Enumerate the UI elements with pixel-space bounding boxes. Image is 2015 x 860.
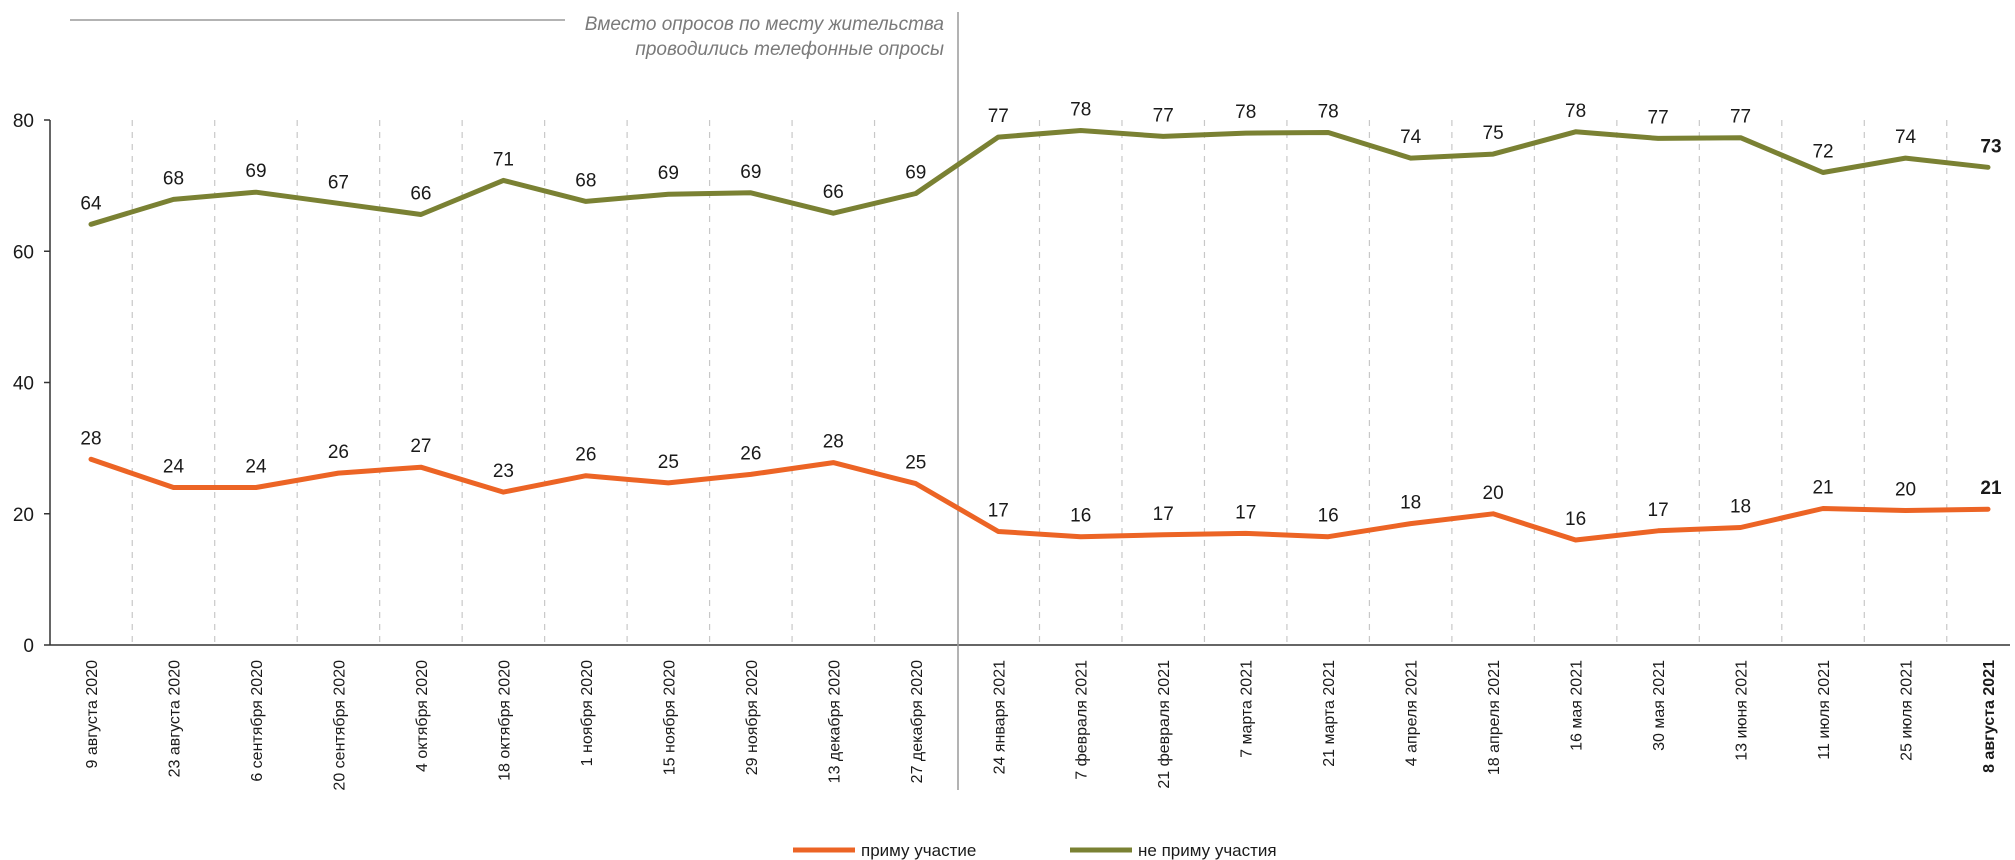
legend: приму участие не приму участия (793, 841, 1277, 860)
legend-label-series-1: приму участие (861, 841, 976, 860)
x-tick-labels: 9 августа 2020 23 августа 2020 6 сентября … (84, 660, 1998, 791)
x-tick-label: 13 декабря 2020 (826, 660, 843, 783)
data-label: 17 (988, 500, 1009, 521)
data-label: 25 (658, 452, 679, 473)
data-label: 69 (658, 163, 679, 184)
axis-layer (49, 120, 2010, 646)
data-label: 20 (1895, 479, 1916, 500)
data-label: 18 (1730, 497, 1751, 518)
data-label: 75 (1483, 123, 1504, 144)
series-layer (88, 128, 1991, 543)
data-label: 77 (1648, 107, 1669, 128)
x-tick-label: 7 февраля 2021 (1074, 660, 1091, 780)
annotation: Вместо опросов по месту жительства прово… (70, 12, 959, 790)
x-tick-label: 7 марта 2021 (1239, 660, 1256, 758)
grid-layer (131, 120, 1948, 645)
data-label: 18 (1400, 493, 1421, 514)
series-line-2 (88, 128, 1991, 227)
data-label: 69 (245, 161, 266, 182)
data-label: 26 (740, 443, 761, 464)
data-label: 16 (1070, 506, 1091, 527)
data-label: 68 (163, 168, 184, 189)
x-tick-label: 23 августа 2020 (166, 660, 183, 777)
data-label: 21 (1980, 478, 2002, 499)
data-label: 23 (493, 461, 514, 482)
data-label: 27 (410, 436, 431, 457)
y-tick-label: 0 (23, 636, 34, 657)
data-label: 24 (245, 457, 267, 478)
y-tick-label: 80 (13, 111, 34, 132)
x-tick-label: 9 августа 2020 (84, 660, 101, 769)
x-tick-label: 29 ноября 2020 (744, 660, 761, 775)
x-tick-label: 24 января 2021 (991, 660, 1008, 774)
data-label: 28 (80, 428, 101, 449)
data-label: 78 (1318, 101, 1339, 122)
x-tick-label: 27 декабря 2020 (909, 660, 926, 783)
data-label: 17 (1648, 500, 1669, 521)
x-tick-label: 13 июня 2021 (1734, 660, 1751, 761)
x-tick-label: 4 октября 2020 (414, 660, 431, 772)
data-label: 25 (905, 453, 926, 474)
x-tick-label: 25 июля 2021 (1899, 660, 1916, 761)
x-tick-label: 18 апреля 2021 (1486, 660, 1503, 775)
x-tick-label: 16 мая 2021 (1569, 660, 1586, 751)
x-tick-label: 15 ноября 2020 (661, 660, 678, 775)
x-tick-label: 1 ноября 2020 (579, 660, 596, 766)
data-label: 16 (1318, 506, 1339, 527)
data-label: 71 (493, 149, 514, 170)
x-tick-label: 8 августа 2021 (1981, 660, 1998, 773)
x-tick-label: 18 октября 2020 (496, 660, 513, 781)
data-label: 77 (1730, 107, 1751, 128)
data-label: 16 (1565, 509, 1586, 530)
data-label: 26 (328, 442, 349, 463)
legend-label-series-2: не приму участия (1138, 841, 1277, 860)
x-tick-label: 21 февраля 2021 (1156, 660, 1173, 789)
data-label: 17 (1235, 502, 1256, 523)
x-tick-label: 4 апреля 2021 (1404, 660, 1421, 766)
data-label: 77 (988, 106, 1009, 127)
data-label: 78 (1070, 100, 1091, 121)
x-tick-label: 30 мая 2021 (1651, 660, 1668, 751)
data-label: 72 (1812, 142, 1833, 163)
data-label: 78 (1565, 101, 1586, 122)
data-label: 69 (740, 162, 761, 183)
data-label: 66 (823, 182, 844, 203)
data-label: 74 (1895, 127, 1917, 148)
data-label: 74 (1400, 127, 1422, 148)
data-label: 64 (80, 193, 102, 214)
data-label: 26 (575, 445, 596, 466)
data-label: 28 (823, 432, 844, 453)
data-label: 78 (1235, 102, 1256, 123)
y-tick-label: 40 (13, 374, 34, 395)
x-tick-label: 21 марта 2021 (1321, 660, 1338, 767)
data-label: 69 (905, 163, 926, 184)
data-label: 21 (1812, 478, 1833, 499)
x-tick-label: 6 сентября 2020 (249, 660, 266, 782)
y-tick-label: 20 (13, 505, 34, 526)
data-label: 73 (1980, 136, 2001, 157)
data-label: 67 (328, 172, 349, 193)
x-tick-label: 20 сентября 2020 (331, 660, 348, 791)
series-line-1 (88, 456, 1991, 543)
data-labels: 28 24 24 26 27 23 26 25 26 28 25 17 16 17 17 16 18 20 16 17… (80, 100, 2002, 531)
y-tick-label: 60 (13, 242, 34, 263)
data-label: 17 (1153, 504, 1174, 525)
data-label: 77 (1153, 105, 1174, 126)
annotation-line-1: Вместо опросов по месту жительства (585, 14, 944, 35)
data-label: 24 (163, 457, 185, 478)
y-tick-labels: 0 20 40 60 80 (13, 111, 50, 657)
data-label: 68 (575, 170, 596, 191)
annotation-line-2: проводились телефонные опросы (635, 39, 944, 60)
data-label: 20 (1483, 483, 1504, 504)
data-label: 66 (410, 184, 431, 205)
x-tick-label: 11 июля 2021 (1816, 660, 1833, 760)
